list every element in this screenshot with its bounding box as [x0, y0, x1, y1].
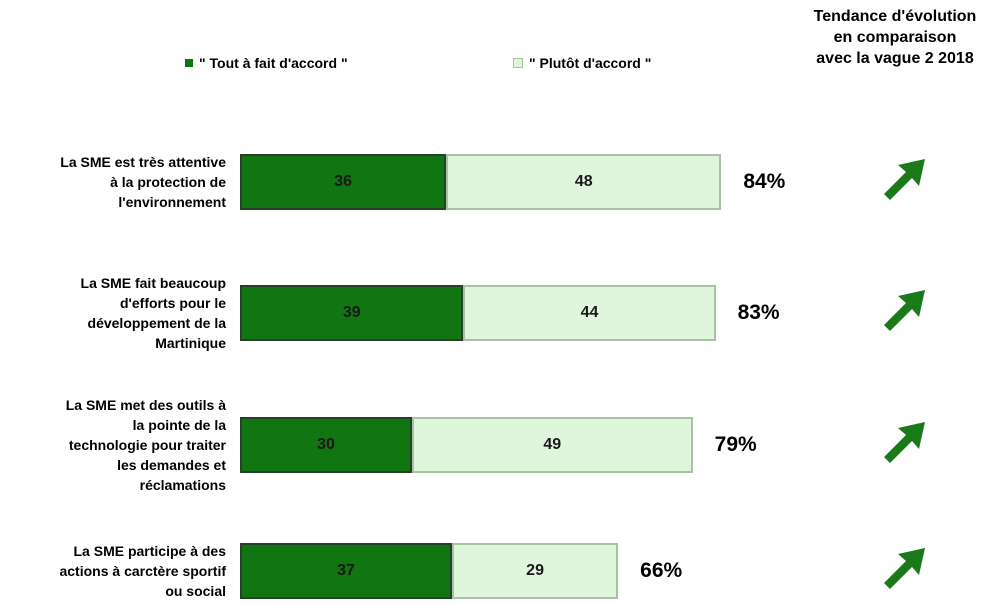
- category-label-line: La SME met des outils à: [65, 397, 226, 413]
- category-label: La SME est très attentive à la protection…: [6, 152, 226, 212]
- category-label: La SME participe à des actions à carctère…: [6, 541, 226, 601]
- bar-tout-a-fait: 39: [240, 285, 464, 341]
- up-arrow-shape: [884, 422, 925, 463]
- category-label-line: ou social: [165, 583, 226, 599]
- category-label-line: La SME est très attentive: [60, 154, 226, 170]
- trend-header: Tendance d'évolution en comparaison avec…: [800, 6, 990, 69]
- data-label: 48: [574, 173, 593, 190]
- up-icon: [884, 159, 925, 200]
- category-label-line: développement de la: [87, 315, 226, 331]
- data-label: 36: [334, 173, 353, 190]
- legend-label-tout-a-fait: " Tout à fait d'accord ": [199, 55, 348, 71]
- category-label-line: La SME participe à des: [73, 543, 227, 559]
- up-icon: [884, 548, 925, 589]
- data-label: 30: [317, 436, 335, 453]
- legend-swatch-light: [513, 58, 523, 68]
- total-label: 84%: [743, 170, 786, 193]
- data-label: 39: [342, 304, 361, 321]
- up-arrow-shape: [884, 290, 925, 331]
- trend-header-line: en comparaison: [833, 29, 957, 46]
- bar-plutot: 49: [411, 417, 693, 473]
- category-label-line: la pointe de la: [132, 417, 226, 433]
- up-arrow-shape: [884, 159, 925, 200]
- legend-item-plutot: " Plutôt d'accord ": [513, 54, 651, 72]
- bar-plutot: 44: [463, 285, 716, 341]
- category-label-line: d'efforts pour le: [120, 295, 226, 311]
- up-icon: [884, 290, 925, 331]
- legend-item-tout-a-fait: " Tout à fait d'accord ": [185, 54, 348, 72]
- data-label: 44: [580, 304, 599, 321]
- legend-label-plutot: " Plutôt d'accord ": [529, 55, 652, 71]
- up-arrow-shape: [884, 548, 925, 589]
- data-label: 37: [337, 562, 355, 579]
- total-label: 79%: [714, 433, 757, 456]
- legend-swatch-dark: [185, 59, 193, 67]
- category-label: La SME met des outils à la pointe de la te…: [6, 395, 226, 495]
- category-label-line: actions à carctère sportif: [59, 563, 226, 579]
- data-label: 49: [543, 436, 562, 453]
- bar-tout-a-fait: 36: [240, 154, 447, 210]
- up-icon: [884, 422, 925, 463]
- category-label-line: l'environnement: [118, 194, 226, 210]
- category-label-line: Martinique: [155, 335, 226, 351]
- bar-tout-a-fait: 30: [240, 417, 412, 473]
- total-label: 83%: [737, 301, 780, 324]
- category-label-line: réclamations: [139, 477, 226, 493]
- total-label: 66%: [640, 559, 683, 582]
- category-label-line: les demandes et: [117, 457, 226, 473]
- category-label-line: à la protection de: [110, 174, 226, 190]
- bar-plutot: 48: [446, 154, 722, 210]
- bar-tout-a-fait: 37: [240, 543, 452, 599]
- bar-plutot: 29: [452, 543, 619, 599]
- category-label-line: La SME fait beaucoup: [80, 275, 226, 291]
- trend-header-line: Tendance d'évolution: [813, 8, 977, 25]
- category-label: La SME fait beaucoup d'efforts pour le dév…: [6, 273, 226, 353]
- category-label-line: technologie pour traiter: [68, 437, 226, 453]
- data-label: 29: [526, 562, 544, 579]
- trend-header-line: avec la vague 2 2018: [816, 50, 974, 67]
